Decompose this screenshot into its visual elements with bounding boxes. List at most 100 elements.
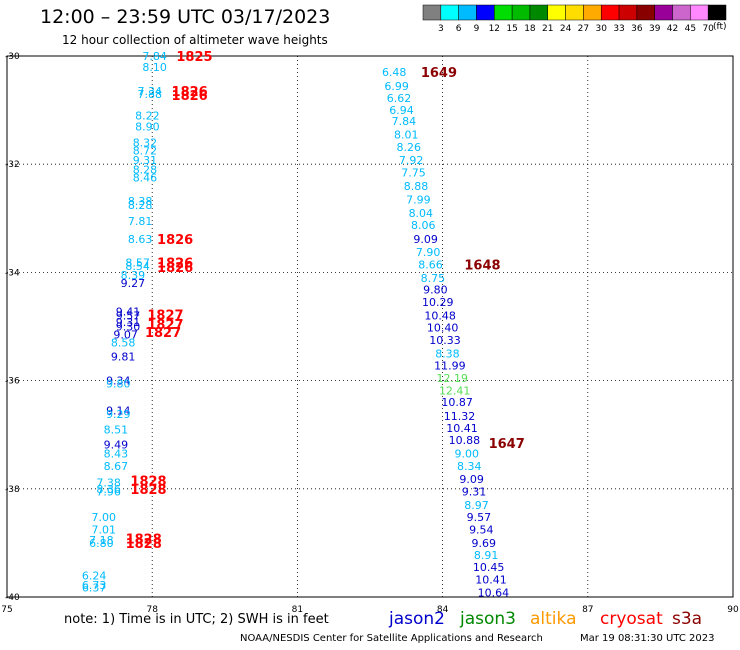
wave-height-label: 9.31 (462, 486, 487, 499)
wave-height-label: 7.88 (138, 88, 163, 101)
colorbar-swatch (654, 4, 673, 21)
y-tick-label: -38 (5, 485, 20, 495)
wave-height-label: 12.41 (439, 384, 471, 397)
wave-height-label: 9.00 (455, 448, 480, 461)
wave-height-label: 9.14 (106, 404, 131, 417)
colorbar-swatch (618, 4, 638, 21)
wave-height-label: 9.54 (469, 523, 494, 536)
wave-height-label: 9.29 (106, 408, 131, 421)
colorbar-label: 21 (542, 24, 553, 34)
wave-height-label: 7.81 (128, 215, 153, 228)
colorbar-swatch (422, 4, 442, 21)
pass-time-label: 1648 (464, 258, 500, 273)
wave-height-label: 7.34 (138, 85, 163, 98)
wave-height-label: 7.84 (392, 115, 417, 128)
colorbar-label: 39 (649, 24, 661, 34)
colorbar-label: 6 (456, 24, 462, 34)
wave-height-label: 11.99 (434, 359, 466, 372)
x-tick-label: 90 (727, 605, 739, 615)
wave-height-label: 7.01 (92, 523, 117, 536)
wave-height-label: 10.41 (446, 422, 478, 435)
footer-credit: NOAA/NESDIS Center for Satellite Applica… (240, 633, 543, 644)
pass-time-label: 1647 (489, 437, 525, 452)
x-tick-label: 81 (292, 605, 303, 615)
colorbar-swatch (672, 4, 691, 21)
x-tick-label: 78 (146, 605, 158, 615)
wave-height-label: 8.26 (396, 141, 421, 154)
wave-height-label: 8.67 (104, 460, 129, 473)
pass-time-label: 1828 (126, 533, 162, 548)
wave-height-label: 10.33 (429, 334, 461, 347)
wave-height-label: 8.28 (128, 199, 153, 212)
wave-height-label: 8.38 (435, 348, 460, 361)
wave-height-label: 8.46 (133, 172, 158, 185)
wave-height-label: 10.64 (478, 587, 510, 600)
wave-height-label: 6.48 (382, 66, 407, 79)
colorbar-label: 15 (506, 24, 517, 34)
pass-time-label: 1825 (176, 50, 212, 65)
wave-height-label: 8.63 (128, 233, 153, 246)
wave-height-label: 6.73 (82, 579, 107, 592)
wave-height-label: 8.32 (133, 137, 158, 150)
pass-time-label: 1826 (157, 233, 193, 248)
wave-height-label: 9.80 (423, 284, 448, 297)
legend-jason2: jason2 (389, 609, 445, 629)
x-tick-label: 84 (437, 605, 449, 615)
wave-height-label: 7.96 (96, 486, 121, 499)
colorbar-swatch (565, 4, 584, 21)
pass-time-label: 1826 (172, 89, 208, 104)
wave-height-label: 9.30 (116, 321, 141, 334)
wave-height-label: 10.29 (422, 296, 454, 309)
wave-height-label: 9.57 (116, 310, 141, 323)
colorbar-swatch (690, 4, 709, 21)
wave-height-label: 8.97 (464, 499, 489, 512)
colorbar-swatch (458, 4, 477, 21)
colorbar-swatch (547, 4, 566, 21)
pass-time-label: 1827 (147, 318, 183, 333)
wave-height-label: 6.62 (387, 92, 412, 105)
legend-cryosat: cryosat (600, 609, 663, 629)
colorbar-swatch (529, 4, 549, 21)
colorbar-label: 27 (578, 24, 589, 34)
wave-height-label: 10.88 (449, 434, 481, 447)
wave-height-label: 9.69 (471, 537, 496, 550)
y-tick-label: -34 (5, 268, 20, 278)
pass-time-label: 1828 (130, 475, 166, 490)
wave-height-label: 8.75 (421, 272, 446, 285)
wave-height-label: 9.07 (113, 329, 138, 342)
colorbar-label: 30 (596, 24, 608, 34)
colorbar-label: 24 (560, 24, 572, 34)
wave-height-label: 9.41 (116, 305, 141, 318)
pass-time-label: 1827 (145, 326, 181, 341)
colorbar-swatch (494, 4, 513, 21)
wave-height-label: 7.75 (401, 166, 426, 179)
colorbar-swatch (476, 4, 495, 21)
colorbar-swatch (511, 4, 531, 21)
wave-height-label: 9.31 (133, 154, 158, 167)
colorbar-label: 45 (685, 24, 696, 34)
x-tick-label: 87 (582, 605, 593, 615)
wave-height-label: 8.34 (457, 460, 482, 473)
footer-note: note: 1) Time is in UTC; 2) SWH is in fe… (64, 612, 329, 627)
colorbar-swatch (583, 4, 602, 21)
wave-height-label: 7.90 (416, 246, 441, 259)
wave-height-label: 9.57 (467, 511, 492, 524)
wave-height-label: 8.01 (394, 128, 419, 141)
wave-height-label: 8.88 (404, 180, 429, 193)
wave-height-label: 8.06 (411, 219, 436, 232)
pass-time-label: 1826 (157, 261, 193, 276)
wave-height-label: 9.80 (106, 377, 131, 390)
pass-time-label: 1828 (130, 483, 166, 498)
wave-height-label: 8.22 (135, 110, 160, 123)
wave-height-label: 8.04 (409, 207, 434, 220)
wave-height-label: 6.37 (82, 581, 107, 594)
wave-height-label: 6.99 (384, 80, 409, 93)
wave-height-label: 8.38 (128, 195, 153, 208)
x-tick-label: 75 (1, 605, 12, 615)
wave-height-label: 11.32 (444, 410, 476, 423)
wave-height-label: 6.80 (89, 537, 114, 550)
wave-height-label: 8.91 (474, 549, 499, 562)
wave-height-label: 12.19 (437, 372, 469, 385)
colorbar-unit: (ft) (713, 22, 727, 32)
legend-s3a: s3a (672, 609, 703, 629)
